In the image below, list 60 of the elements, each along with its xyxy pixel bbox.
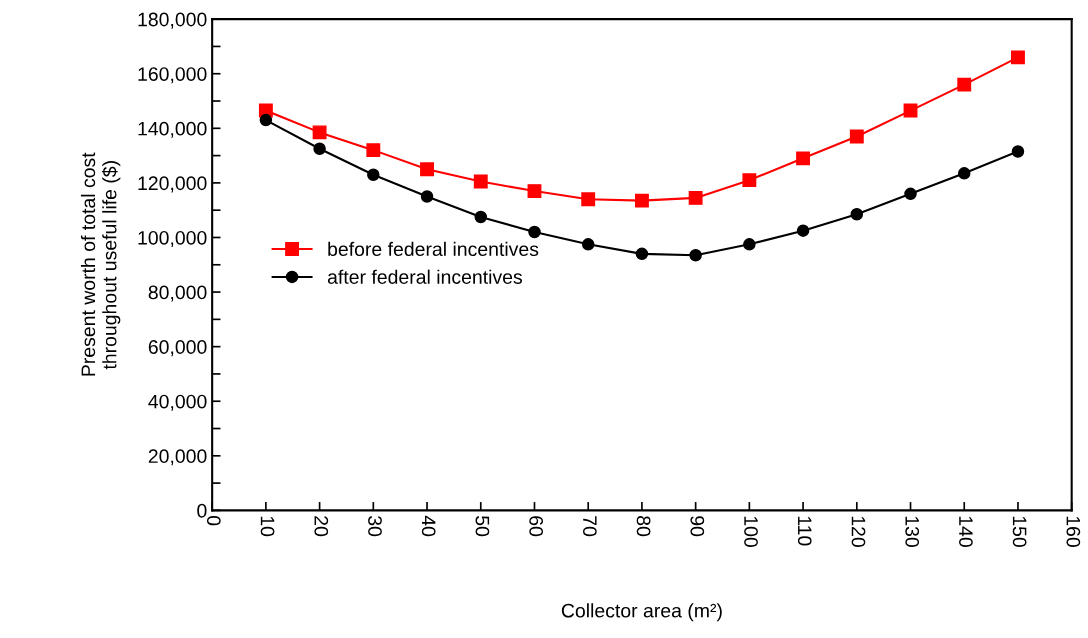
- point: [957, 167, 971, 180]
- x-tick-label: 0: [206, 516, 221, 526]
- point: [1011, 145, 1025, 158]
- point: [849, 129, 864, 144]
- point: [796, 151, 811, 166]
- point: [850, 208, 864, 221]
- x-axis-title: Collector area (m²): [561, 603, 722, 622]
- y-tick-label: 80,000: [148, 285, 207, 302]
- x-tick-label: 30: [368, 516, 382, 537]
- x-tick-label: 160: [1066, 516, 1081, 547]
- legend-label: after federal incentives: [327, 269, 523, 284]
- y-tick-label: 0: [197, 503, 207, 518]
- legend-label: before federal incentives: [328, 241, 539, 257]
- point: [904, 187, 917, 201]
- point: [688, 190, 703, 205]
- point: [742, 173, 757, 188]
- x-tick-label: 140: [959, 516, 973, 547]
- point: [1011, 50, 1025, 65]
- point: [581, 238, 595, 251]
- y-tick-label: 60,000: [148, 340, 207, 357]
- x-tick-label: 150: [1012, 516, 1027, 547]
- point: [366, 143, 381, 158]
- y-tick-label: 100,000: [138, 230, 207, 248]
- x-tick-label: 10: [260, 516, 275, 537]
- x-tick-label: 50: [475, 516, 490, 537]
- point: [634, 193, 649, 208]
- x-tick-label: 100: [744, 516, 758, 547]
- x-tick-label: 20: [314, 516, 329, 537]
- point: [420, 162, 434, 177]
- y-tick-label: 140,000: [138, 121, 207, 138]
- x-tick-label: 130: [905, 516, 920, 547]
- point: [796, 224, 810, 237]
- x-tick-label: 90: [690, 516, 705, 537]
- x-tick-label: 120: [851, 516, 866, 547]
- point: [312, 125, 327, 140]
- point: [474, 210, 488, 224]
- x-tick-label: 40: [421, 515, 436, 537]
- y-tick-label: 120,000: [138, 176, 207, 193]
- point: [420, 190, 434, 203]
- point: [367, 168, 380, 181]
- x-tick-label: 110: [797, 516, 812, 546]
- point: [527, 184, 542, 199]
- point: [259, 113, 273, 127]
- point: [473, 174, 488, 189]
- y-tick-label: 160,000: [138, 67, 207, 84]
- point: [581, 192, 596, 207]
- y-tick-label: 180,000: [138, 12, 207, 29]
- y-tick-label: 40,000: [148, 394, 207, 411]
- y-tick-label: 20,000: [148, 449, 207, 466]
- point: [528, 225, 541, 239]
- x-tick-label: 80: [636, 516, 651, 537]
- y-axis-title: Present worth of total cost throughout useful life ($): [80, 152, 121, 376]
- point: [957, 77, 972, 92]
- point: [635, 247, 649, 261]
- x-tick-label: 70: [582, 516, 597, 537]
- point: [743, 238, 756, 251]
- x-tick-label: 60: [529, 516, 544, 537]
- point: [903, 103, 918, 118]
- point: [689, 248, 702, 262]
- point: [313, 142, 326, 156]
